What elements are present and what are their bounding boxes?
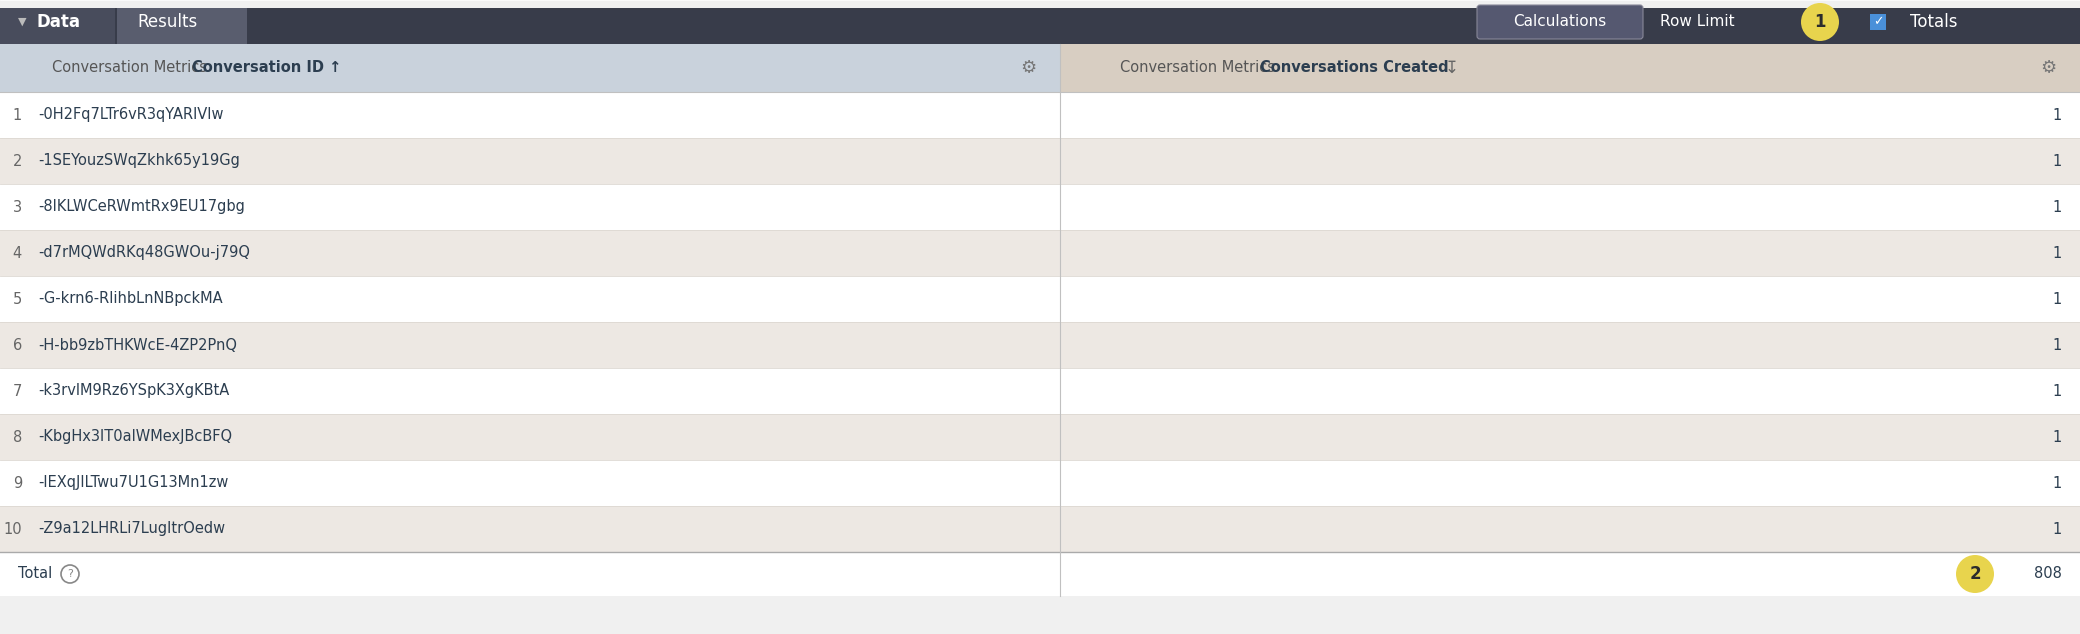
- Bar: [1870, 14, 1887, 30]
- Bar: [0, 552, 2080, 596]
- Text: 7: 7: [12, 384, 23, 399]
- Bar: [1061, 44, 2080, 92]
- Bar: [0, 0, 2080, 8]
- Bar: [0, 0, 114, 44]
- Text: 10: 10: [4, 522, 23, 536]
- Text: Totals: Totals: [1909, 13, 1957, 31]
- Text: 1: 1: [12, 108, 23, 122]
- Bar: [0, 276, 2080, 322]
- Bar: [0, 506, 2080, 552]
- Text: -k3rvlM9Rz6YSpK3XgKBtA: -k3rvlM9Rz6YSpK3XgKBtA: [37, 384, 229, 399]
- Text: ✓: ✓: [1872, 15, 1882, 29]
- Text: 1: 1: [1814, 13, 1826, 31]
- Text: 1: 1: [2053, 476, 2061, 491]
- Text: -1SEYouzSWqZkhk65y19Gg: -1SEYouzSWqZkhk65y19Gg: [37, 153, 239, 169]
- Text: Total: Total: [19, 567, 52, 581]
- Bar: [0, 322, 2080, 368]
- Text: 2: 2: [1970, 565, 1980, 583]
- Bar: [0, 460, 2080, 506]
- Text: -d7rMQWdRKq48GWOu-j79Q: -d7rMQWdRKq48GWOu-j79Q: [37, 245, 250, 261]
- Text: Conversations Created: Conversations Created: [1260, 60, 1448, 75]
- Text: Conversation Metrics: Conversation Metrics: [52, 60, 212, 75]
- Circle shape: [1801, 3, 1839, 41]
- Text: -KbgHx3IT0alWMexJBcBFQ: -KbgHx3IT0alWMexJBcBFQ: [37, 429, 233, 444]
- Bar: [0, 0, 2080, 44]
- Text: 1: 1: [2053, 384, 2061, 399]
- Text: 5: 5: [12, 292, 23, 306]
- Text: -8IKLWCeRWmtRx9EU17gbg: -8IKLWCeRWmtRx9EU17gbg: [37, 200, 245, 214]
- Bar: [116, 0, 248, 44]
- Text: 9: 9: [12, 476, 23, 491]
- Text: Data: Data: [35, 13, 79, 31]
- Bar: [0, 44, 1061, 92]
- Text: -0H2Fq7LTr6vR3qYARlVIw: -0H2Fq7LTr6vR3qYARlVIw: [37, 108, 223, 122]
- Text: 2: 2: [12, 153, 23, 169]
- Text: 8: 8: [12, 429, 23, 444]
- Text: 3: 3: [12, 200, 23, 214]
- Text: Calculations: Calculations: [1514, 15, 1606, 30]
- Text: ⚙: ⚙: [2040, 59, 2057, 77]
- Text: Results: Results: [137, 13, 198, 31]
- Text: -G-krn6-RlihbLnNBpckMA: -G-krn6-RlihbLnNBpckMA: [37, 292, 223, 306]
- Text: ⚙: ⚙: [1019, 59, 1036, 77]
- Circle shape: [1955, 555, 1995, 593]
- FancyBboxPatch shape: [1477, 5, 1643, 39]
- Text: 6: 6: [12, 337, 23, 353]
- Text: ▼: ▼: [19, 17, 27, 27]
- Text: -IEXqJILTwu7U1G13Mn1zw: -IEXqJILTwu7U1G13Mn1zw: [37, 476, 229, 491]
- Bar: [0, 184, 2080, 230]
- Bar: [0, 230, 2080, 276]
- Text: 1: 1: [2053, 292, 2061, 306]
- Text: Conversation Metrics: Conversation Metrics: [1119, 60, 1279, 75]
- Text: 808: 808: [2034, 567, 2061, 581]
- Text: 1: 1: [2053, 522, 2061, 536]
- Text: ↧: ↧: [1446, 59, 1458, 77]
- Text: Conversation ID ↑: Conversation ID ↑: [191, 60, 341, 75]
- Text: 1: 1: [2053, 200, 2061, 214]
- Text: -Z9a12LHRLi7LugItrOedw: -Z9a12LHRLi7LugItrOedw: [37, 522, 225, 536]
- Bar: [0, 92, 2080, 138]
- Text: ?: ?: [67, 569, 73, 579]
- Text: 1: 1: [2053, 429, 2061, 444]
- Text: 1: 1: [2053, 245, 2061, 261]
- Text: 1: 1: [2053, 153, 2061, 169]
- Text: 4: 4: [12, 245, 23, 261]
- Text: 1: 1: [2053, 337, 2061, 353]
- Bar: [0, 414, 2080, 460]
- Text: 1: 1: [2053, 108, 2061, 122]
- Text: -H-bb9zbTHKWcE-4ZP2PnQ: -H-bb9zbTHKWcE-4ZP2PnQ: [37, 337, 237, 353]
- Bar: [0, 368, 2080, 414]
- Text: Row Limit: Row Limit: [1660, 15, 1735, 30]
- Bar: [0, 138, 2080, 184]
